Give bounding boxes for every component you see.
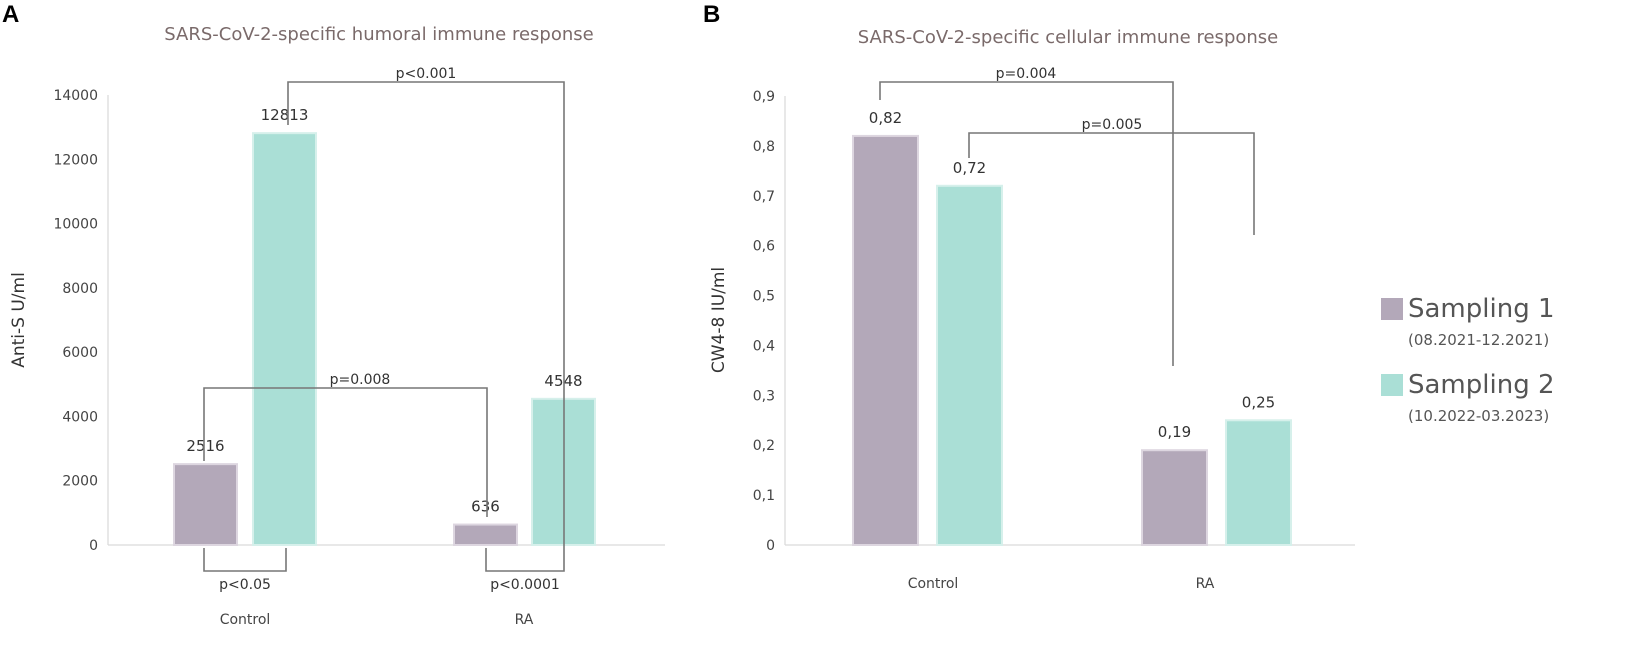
- data-label: 0,19: [1158, 423, 1191, 441]
- category-label-control: Control: [908, 576, 959, 592]
- panel-a: A SARS-CoV-2-specific humoral immune res…: [2, 1, 665, 628]
- sig-label-p-0008: p=0.008: [330, 372, 391, 388]
- panel-b-y-ticks: 0 0,1 0,2 0,3 0,4 0,5 0,6 0,7 0,8 0,9: [753, 89, 775, 554]
- y-tick-label: 0: [766, 538, 775, 554]
- y-tick-label: 0,9: [753, 89, 775, 105]
- sig-label-p-0004: p=0.004: [996, 66, 1057, 82]
- panel-b-bars: [852, 134, 1292, 547]
- bracket-p-0004: [879, 81, 1174, 366]
- bracket-p-0001: [287, 81, 565, 563]
- y-tick-label: 0: [89, 538, 98, 554]
- bar-sampling-1-ra: [453, 523, 518, 546]
- bracket-p-005: [203, 548, 287, 572]
- panel-b-data-labels: 0,82 0,19 0,72 0,25: [869, 109, 1275, 441]
- bracket-p-00001: [485, 548, 565, 572]
- y-tick-label: 2000: [62, 474, 98, 490]
- panel-b: B SARS-CoV-2-specific cellular immune re…: [703, 1, 1355, 592]
- category-label-ra: RA: [515, 612, 534, 628]
- data-label: 12813: [261, 106, 309, 124]
- y-tick-label: 0,4: [753, 338, 775, 354]
- panel-b-y-axis-label: CW4-8 IU/ml: [709, 267, 729, 373]
- y-tick-label: 12000: [53, 152, 98, 168]
- data-label: 0,82: [869, 109, 902, 127]
- sig-label-p-0001: p<0.001: [396, 66, 457, 82]
- category-label-control: Control: [220, 612, 271, 628]
- y-tick-label: 0,5: [753, 289, 775, 305]
- sig-label-p-005: p<0.05: [219, 577, 271, 593]
- y-tick-label: 8000: [62, 281, 98, 297]
- y-tick-label: 0,6: [753, 239, 775, 255]
- panel-letter-b: B: [703, 1, 720, 28]
- panel-b-title: SARS-CoV-2-specific cellular immune resp…: [858, 27, 1279, 48]
- panel-a-category-labels: Control RA: [220, 612, 534, 628]
- legend: Sampling 1 (08.2021-12.2021) Sampling 2 …: [1381, 294, 1555, 425]
- legend-label-sampling-1: Sampling 1: [1408, 294, 1555, 324]
- sig-label-p-0005: p=0.005: [1082, 117, 1143, 133]
- panel-a-y-axis-label: Anti-S U/ml: [9, 272, 29, 368]
- bar-sampling-1-ra: [1141, 449, 1208, 547]
- data-label: 636: [471, 498, 500, 516]
- bar-sampling-1-control: [173, 463, 238, 546]
- panel-a-title: SARS-CoV-2-specific humoral immune respo…: [164, 24, 593, 45]
- data-label: 0,25: [1242, 393, 1275, 411]
- bar-sampling-2-control: [936, 184, 1003, 547]
- bar-sampling-2-ra: [1225, 419, 1292, 546]
- panel-a-bars: [173, 132, 596, 547]
- bracket-p-0005: [968, 132, 1255, 235]
- panel-b-category-labels: Control RA: [908, 576, 1215, 592]
- bar-sampling-2-control: [252, 132, 317, 546]
- y-tick-label: 0,8: [753, 139, 775, 155]
- legend-label-sampling-2: Sampling 2: [1408, 370, 1555, 400]
- panel-a-comparisons: p<0.001 p=0.008 p<0.05 p<0.0001: [203, 66, 565, 593]
- y-tick-label: 6000: [62, 345, 98, 361]
- panel-a-y-ticks: 0 2000 4000 6000 8000 10000 12000 14000: [53, 88, 98, 554]
- data-label: 2516: [186, 437, 224, 455]
- y-tick-label: 0,1: [753, 488, 775, 504]
- legend-swatch-sampling-2: [1381, 374, 1403, 396]
- bracket-p-0008: [203, 387, 488, 517]
- y-tick-label: 10000: [53, 217, 98, 233]
- y-tick-label: 4000: [62, 409, 98, 425]
- y-tick-label: 0,2: [753, 438, 775, 454]
- legend-period-sampling-1: (08.2021-12.2021): [1408, 331, 1549, 349]
- legend-period-sampling-2: (10.2022-03.2023): [1408, 407, 1549, 425]
- panel-b-comparisons: p=0.004 p=0.005: [879, 66, 1255, 366]
- legend-swatch-sampling-1: [1381, 298, 1403, 320]
- panel-letter-a: A: [2, 1, 19, 28]
- y-tick-label: 0,3: [753, 388, 775, 404]
- bar-sampling-1-control: [852, 134, 919, 547]
- sig-label-p-00001: p<0.0001: [490, 577, 560, 593]
- y-tick-label: 14000: [53, 88, 98, 104]
- y-tick-label: 0,7: [753, 189, 775, 205]
- category-label-ra: RA: [1196, 576, 1215, 592]
- data-label: 0,72: [953, 159, 986, 177]
